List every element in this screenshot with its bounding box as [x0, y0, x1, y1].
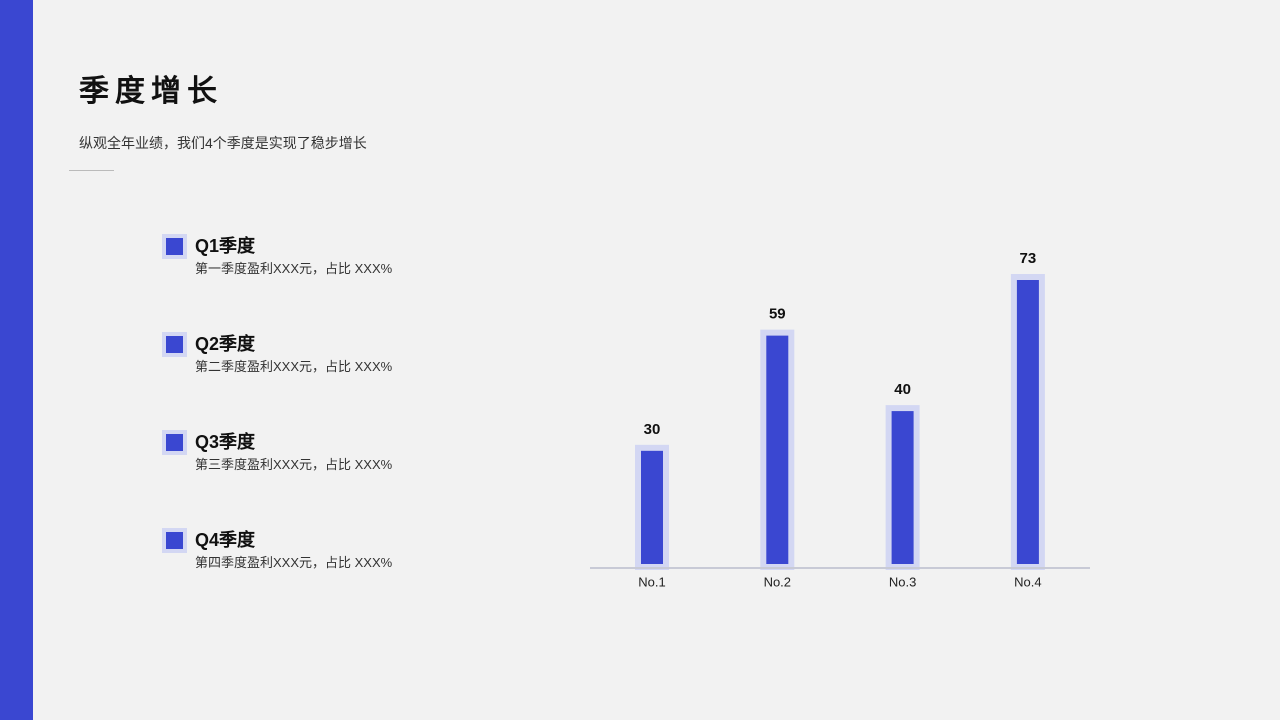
quarter-desc: 第四季度盈利XXX元，占比 XXX%: [195, 555, 393, 570]
quarter-desc: 第二季度盈利XXX元，占比 XXX%: [195, 359, 393, 374]
quarter-marker: [162, 332, 187, 357]
quarter-label: Q1季度: [195, 236, 256, 256]
bar: [1010, 274, 1045, 570]
value-label: 59: [769, 306, 786, 323]
quarter-label: Q2季度: [195, 334, 256, 354]
quarter-desc: 第三季度盈利XXX元，占比 XXX%: [195, 457, 393, 472]
bar: [760, 329, 795, 570]
value-label: 73: [1020, 250, 1037, 267]
subtitle: 纵观全年业绩，我们4个季度是实现了稳步增长: [79, 135, 367, 151]
quarter-marker: [162, 528, 187, 553]
value-label: 40: [894, 381, 911, 398]
x-tick-label: No.1: [638, 574, 665, 589]
side-stripe: [0, 0, 33, 720]
x-tick-label: No.3: [889, 574, 916, 589]
x-tick-label: No.4: [1014, 574, 1041, 589]
value-label: 30: [644, 421, 661, 438]
quarter-label: Q4季度: [195, 530, 256, 550]
quarter-marker: [162, 234, 187, 259]
x-tick-label: No.2: [764, 574, 791, 589]
quarter-marker: [162, 430, 187, 455]
bar: [635, 444, 669, 571]
quarter-desc: 第一季度盈利XXX元，占比 XXX%: [195, 261, 393, 276]
title: 季度增长: [79, 75, 223, 108]
bar: [885, 405, 920, 570]
divider: [69, 170, 114, 171]
quarter-label: Q3季度: [195, 432, 256, 452]
